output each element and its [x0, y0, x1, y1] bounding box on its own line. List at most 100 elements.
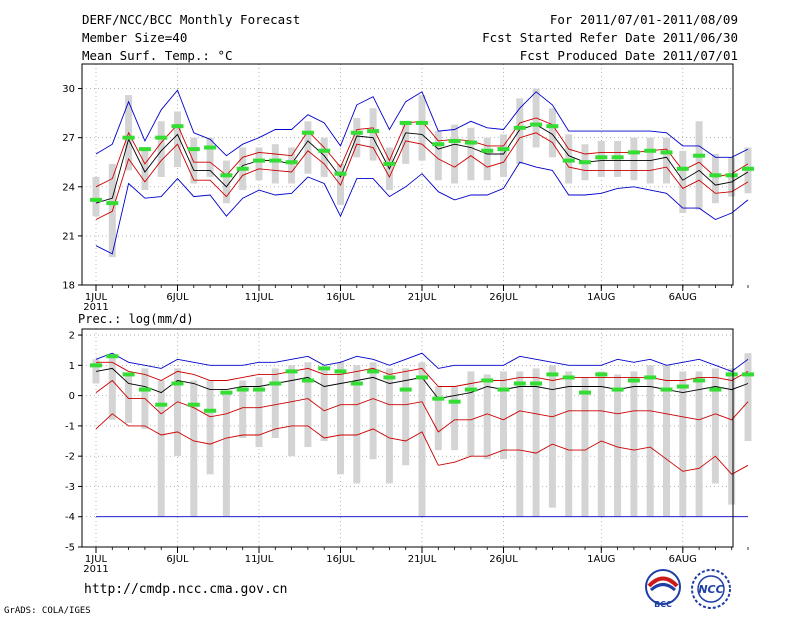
- prec-median-marker: [220, 390, 233, 395]
- prec-spread-box: [239, 380, 247, 438]
- temp-median-marker: [171, 124, 184, 129]
- prec-y-tick-label: -1: [65, 421, 75, 432]
- temp-median-marker: [220, 173, 233, 178]
- temp-median-marker: [383, 161, 396, 166]
- prec-x-tick-label: 6JUL: [166, 554, 189, 565]
- prec-median-marker: [627, 378, 640, 383]
- temp-median-marker: [530, 122, 543, 127]
- prec-median-marker: [399, 387, 412, 392]
- prec-median-marker: [155, 402, 168, 407]
- prec-spread-box: [483, 374, 491, 460]
- temp-plot-frame: [81, 63, 734, 286]
- temp-median-marker: [138, 147, 151, 152]
- temp-spread-box: [369, 108, 377, 161]
- temp-spread-box: [434, 131, 442, 181]
- prec-spread-box: [190, 380, 198, 517]
- temp-spread-box: [304, 121, 312, 174]
- prec-spread-box: [108, 356, 116, 420]
- prec-spread-box: [663, 365, 670, 517]
- temp-spread-box: [222, 160, 230, 204]
- prec-median-marker: [579, 390, 591, 395]
- prec-median-marker: [481, 378, 494, 383]
- temp-median-marker: [334, 171, 347, 176]
- prec-spread-box: [418, 362, 426, 517]
- prec-median-marker: [269, 381, 282, 386]
- temp-spread-box: [711, 154, 719, 204]
- prec-spread-box: [548, 365, 556, 508]
- prec-median-marker: [334, 369, 347, 374]
- temp-spread-box: [663, 137, 670, 184]
- prec-median-marker: [318, 366, 331, 371]
- prec-median-marker: [367, 369, 380, 374]
- temp-spread-box: [695, 121, 703, 210]
- bcc-logo-text: BCC: [654, 600, 672, 609]
- prec-median-marker: [562, 375, 575, 380]
- temp-x-tick-label: 16JUL: [326, 292, 355, 303]
- prec-median-marker: [350, 381, 363, 386]
- temp-spread-box: [630, 137, 638, 181]
- temp-median-marker: [204, 145, 217, 150]
- temp-median-marker: [742, 166, 754, 171]
- prec-spread-box: [320, 368, 328, 442]
- temp-median-marker: [155, 135, 168, 140]
- bcc-logo: BCC: [645, 569, 681, 609]
- temp-median-marker: [187, 147, 200, 152]
- temp-median-marker: [367, 129, 380, 134]
- prec-median-marker: [464, 387, 477, 392]
- temp-spread-box: [467, 127, 475, 181]
- ncc-logo-text: NCC: [698, 583, 723, 596]
- source-url-link[interactable]: http://cmdp.ncc.cma.gov.cn: [84, 582, 288, 597]
- temp-median-marker: [399, 120, 412, 125]
- prec-x-tick-label: 6AUG: [669, 554, 697, 565]
- prec-spread-box: [728, 368, 736, 505]
- temp-median-marker: [595, 155, 608, 160]
- prec-spread-box: [679, 371, 687, 517]
- temp-median-marker: [464, 140, 477, 145]
- temp-spread-box: [157, 121, 165, 177]
- temp-median-marker: [497, 147, 510, 152]
- prec-median-marker: [171, 381, 184, 386]
- prec-median-marker: [546, 372, 559, 377]
- temp-spread-box: [353, 118, 361, 158]
- prec-median-marker: [204, 408, 217, 413]
- temp-spread-box: [516, 98, 524, 164]
- temp-median-marker: [122, 135, 135, 140]
- prec-median-marker: [693, 378, 706, 383]
- prec-envelope-max-line: [95, 352, 749, 372]
- temp-y-tick-label: 24: [62, 182, 75, 193]
- prec-y-tick-label: 1: [69, 361, 75, 372]
- temp-spread-lower-line: [95, 132, 749, 220]
- prec-median-marker: [709, 387, 722, 392]
- prec-median-marker: [285, 369, 298, 374]
- prec-spread-box: [597, 371, 605, 517]
- prec-spread-box: [565, 371, 573, 517]
- prec-median-marker: [448, 399, 461, 404]
- prec-spread-box: [516, 371, 524, 517]
- prec-spread-box: [222, 392, 230, 517]
- prec-spread-box: [581, 377, 589, 517]
- temp-median-marker: [709, 173, 722, 178]
- prec-median-marker: [513, 381, 526, 386]
- prec-median-marker: [725, 372, 738, 377]
- temp-x-tick-label: 1AUG: [587, 292, 615, 303]
- temp-median-marker: [318, 148, 331, 153]
- temp-median-marker: [693, 153, 706, 158]
- prec-median-marker: [253, 387, 265, 392]
- temp-spread-box: [174, 111, 181, 168]
- prec-y-tick-label: 0: [69, 391, 75, 402]
- temp-median-marker: [513, 125, 526, 130]
- prec-median-marker: [432, 396, 445, 401]
- prec-median-marker: [595, 372, 608, 377]
- temp-spread-box: [255, 147, 263, 181]
- prec-median-marker: [497, 387, 510, 392]
- temp-spread-box: [483, 137, 491, 181]
- temp-median-marker: [301, 130, 314, 135]
- temp-y-tick-label: 21: [62, 231, 75, 242]
- forecast-period-label: For 2011/07/01-2011/08/09: [549, 12, 738, 27]
- forecast-start-label: Fcst Started Refer Date 2011/06/30: [482, 30, 738, 45]
- prec-spread-box: [369, 362, 377, 460]
- temp-spread-box: [141, 147, 149, 191]
- prec-x-tick-label: 26JUL: [489, 554, 518, 565]
